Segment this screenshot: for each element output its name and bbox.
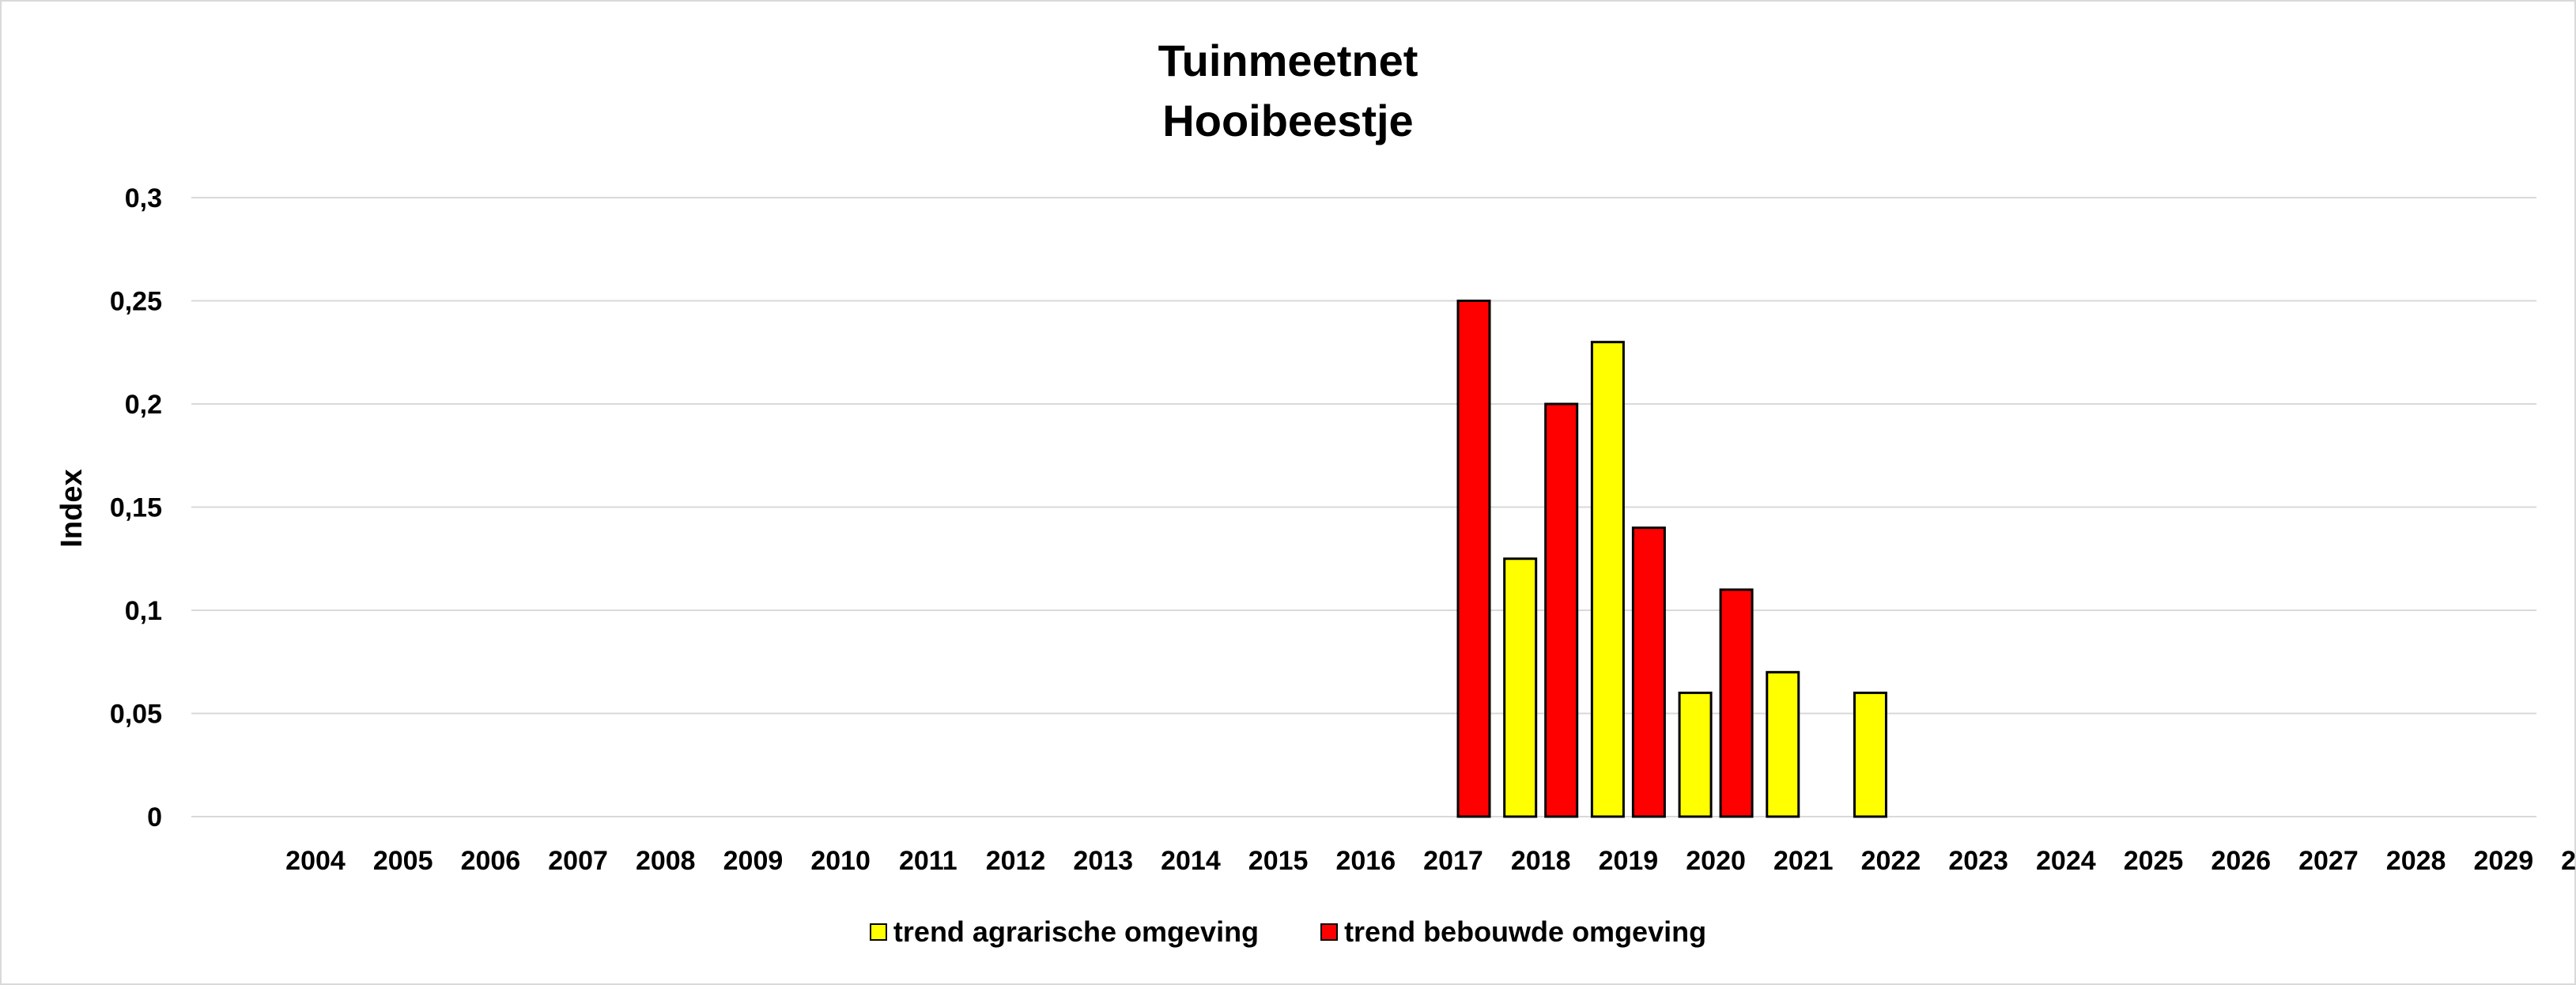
x-tick-label: 2010 (810, 846, 871, 876)
x-tick-label: 2016 (1335, 846, 1396, 876)
x-tick-label: 2006 (461, 846, 521, 876)
legend-item-agrarisch: trend agrarische omgeving (869, 915, 1260, 949)
bar-bebouwd (1719, 588, 1754, 818)
x-tick-label: 2017 (1423, 846, 1483, 876)
y-tick-label: 0,3 (125, 183, 162, 213)
gridlines (191, 197, 2536, 817)
y-tick-label: 0,1 (125, 596, 162, 626)
y-tick-label: 0,2 (125, 390, 162, 420)
x-tick-label: 2009 (723, 846, 784, 876)
x-tick-label: 2005 (373, 846, 433, 876)
y-axis-label: Index (55, 469, 89, 547)
legend-label-bebouwd: trend bebouwde omgeving (1344, 915, 1707, 948)
x-tick-label: 2024 (2036, 846, 2096, 876)
x-tick-label: 2025 (2124, 846, 2184, 876)
y-tick-label: 0,05 (110, 700, 162, 730)
x-tick-label: 2004 (285, 846, 346, 876)
x-tick-label: 2020 (1686, 846, 1746, 876)
chart-title: Tuinmeetnet (1158, 36, 1418, 85)
y-tick-label: 0,25 (110, 287, 162, 317)
x-tick-label: 2012 (986, 846, 1046, 876)
x-tick-label: 2030 (2561, 846, 2576, 876)
x-tick-label: 2007 (548, 846, 608, 876)
bar-bebouwd (1544, 402, 1579, 818)
bar-agrarisch (1590, 341, 1625, 818)
x-tick-label: 2028 (2386, 846, 2446, 876)
x-tick-label: 2019 (1599, 846, 1659, 876)
bar-agrarisch (1503, 557, 1538, 818)
x-tick-label: 2014 (1161, 846, 1221, 876)
legend-label-agrarisch: trend agrarische omgeving (893, 915, 1260, 948)
x-tick-label: 2027 (2298, 846, 2359, 876)
x-tick-label: 2021 (1773, 846, 1834, 876)
bar-agrarisch (1766, 670, 1800, 818)
x-tick-label: 2029 (2473, 846, 2533, 876)
x-tick-label: 2008 (636, 846, 696, 876)
bar-bebouwd (1456, 300, 1491, 818)
y-tick-label: 0,15 (110, 493, 162, 523)
x-tick-label: 2015 (1248, 846, 1309, 876)
x-tick-label: 2023 (1948, 846, 2008, 876)
legend-swatch-bebouwd (1320, 923, 1339, 941)
x-tick-label: 2011 (899, 846, 958, 876)
legend: trend agrarische omgeving trend bebouwde… (0, 915, 2576, 949)
x-tick-label: 2013 (1073, 846, 1133, 876)
y-tick-labels: 0 0,05 0,1 0,15 0,2 0,25 0,3 (110, 183, 162, 832)
legend-item-bebouwd: trend bebouwde omgeving (1320, 915, 1706, 949)
x-tick-label: 2022 (1861, 846, 1921, 876)
y-tick-label: 0 (147, 802, 162, 832)
bar-agrarisch (1853, 691, 1887, 818)
chart-subtitle: Hooibeestje (1162, 96, 1414, 145)
x-tick-label: 2018 (1511, 846, 1571, 876)
x-tick-label: 2026 (2211, 846, 2271, 876)
bar-bebouwd (1631, 526, 1666, 818)
bar-agrarisch (1678, 691, 1713, 818)
x-tick-labels: 2004 2005 2006 2007 2008 2009 2010 2011 2012 2013… (285, 846, 2576, 876)
legend-swatch-agrarisch (869, 923, 887, 941)
bars (1456, 300, 1887, 818)
